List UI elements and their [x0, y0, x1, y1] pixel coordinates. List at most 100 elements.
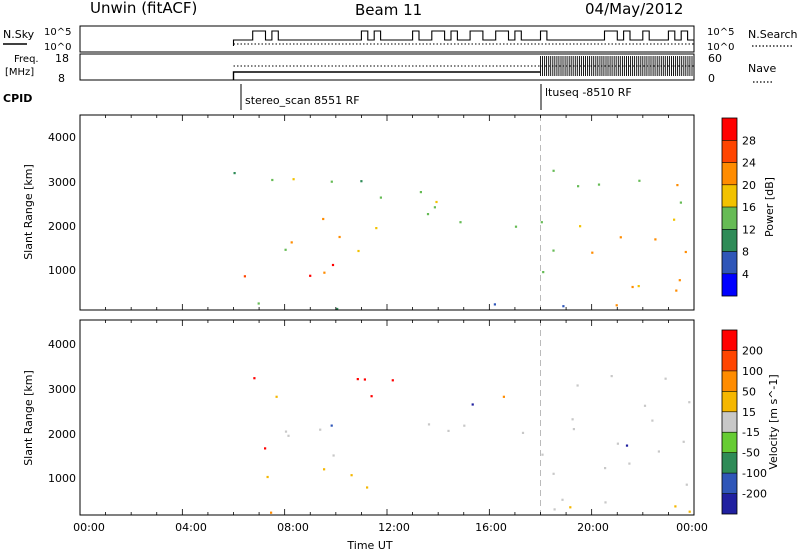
power-colorbar: Power [dB] 4 8 12 16 20 24 28: [721, 117, 776, 297]
velocity-colorbar: Velocity [m s^-1] 200 100 50 15 -15 -50 -100 -2…: [721, 329, 780, 515]
colorbar-tick-label: 12: [742, 223, 756, 236]
power-ylabel: Slant Range [km]: [22, 164, 35, 260]
nsky-label: N.Sky: [3, 28, 35, 41]
power-ytick-1000: 1000: [48, 264, 76, 277]
freq-tick-high: 18: [55, 52, 69, 65]
scatter-cell: [542, 271, 545, 274]
scatter-cell: [426, 213, 430, 216]
scatter-cell: [651, 419, 654, 422]
scatter-cell: [323, 468, 326, 471]
colorbar-tick-label: 50: [742, 385, 756, 398]
scatter-cell: [684, 250, 687, 254]
scatter-cell: [631, 285, 634, 289]
scatter-cell: [561, 498, 564, 501]
colorbar-tick-label: 15: [742, 406, 756, 419]
scatter-cell: [266, 475, 269, 479]
colorbar-cell: [722, 251, 737, 274]
nsky-trace: [232, 30, 694, 46]
freq-trace: [232, 56, 695, 80]
scatter-cell: [292, 178, 295, 181]
power-ytick-2000: 2000: [48, 220, 76, 233]
scatter-cell: [625, 444, 629, 447]
scatter-cell: [502, 395, 505, 398]
scatter-cell: [271, 178, 274, 182]
power-ytick-4000: 4000: [48, 131, 76, 144]
colorbar-tick-label: 24: [742, 157, 756, 170]
scatter-cell: [357, 249, 360, 253]
colorbar-cell: [722, 118, 737, 141]
scatter-cell: [319, 428, 322, 431]
scatter-cell: [350, 474, 353, 477]
colorbar-cell: [722, 229, 737, 252]
scatter-cell: [678, 279, 681, 282]
scatter-cell: [604, 467, 607, 470]
time-tick-4: 04:00: [175, 521, 207, 534]
scatter-cell: [637, 285, 640, 288]
scatter-cell: [638, 179, 641, 182]
freq-label: Freq.: [14, 54, 39, 65]
scatter-cell: [309, 274, 312, 277]
scatter-cell: [615, 304, 618, 307]
scatter-cell: [264, 447, 267, 450]
scatter-cell: [463, 424, 466, 427]
scatter-cell: [419, 191, 422, 194]
time-tick-16: 16:00: [475, 521, 507, 534]
scatter-cell: [610, 375, 613, 378]
scatter-cell: [654, 238, 657, 241]
scatter-cell: [685, 483, 688, 486]
scatter-cell: [427, 423, 431, 426]
scatter-cell: [541, 453, 544, 456]
summary-panels: N.Sky 10^5 10^0 10^5 10^0 N.Search Freq.…: [3, 25, 798, 110]
colorbar-tick-label: 4: [742, 268, 749, 281]
time-tick-12: 12:00: [378, 521, 410, 534]
freq-tick-low: 8: [58, 72, 65, 85]
scatter-cell: [579, 225, 582, 228]
nsearch-label: N.Search: [748, 28, 798, 41]
scatter-cell: [576, 384, 579, 387]
velocity-ytick-4000: 4000: [48, 338, 76, 351]
colorbar-cell: [722, 432, 737, 453]
colorbar-cell: [722, 184, 737, 208]
nsky-line: [232, 30, 694, 46]
power-ytick-3000: 3000: [48, 176, 76, 189]
velocity-panel: Slant Range [km] 1000 2000 3000 4000: [22, 319, 695, 516]
scatter-cell: [676, 184, 679, 187]
scatter-cell: [673, 218, 676, 221]
nsky-tick-high-left: 10^5: [44, 27, 71, 38]
velocity-colorbar-frame: [721, 329, 738, 515]
velocity-ytick-1000: 1000: [48, 472, 76, 485]
scatter-cell: [284, 430, 288, 433]
time-axis-label: Time UT: [346, 539, 392, 552]
time-axis: 00:00 04:00 08:00 12:00 16:00 20:00 00:0…: [73, 521, 708, 552]
power-panel-bg: [80, 115, 694, 310]
velocity-ytick-3000: 3000: [48, 383, 76, 396]
time-tick-0: 00:00: [73, 521, 105, 534]
scatter-cell: [435, 200, 438, 204]
nave-tick-low: 0: [708, 72, 715, 85]
scatter-cell: [370, 395, 373, 398]
scatter-cell: [540, 221, 543, 224]
colorbar-cell: [722, 330, 737, 351]
nsky-tick-high-right: 10^5: [707, 27, 734, 38]
scatter-cell: [675, 289, 678, 292]
velocity-colorbar-label: Velocity [m s^-1]: [767, 374, 780, 469]
power-panel: Slant Range [km] 1000 2000 3000 4000: [22, 114, 695, 311]
scatter-cell: [688, 401, 691, 404]
colorbar-tick-label: 8: [742, 246, 749, 259]
date-title: 04/May/2012: [585, 0, 683, 18]
scatter-cell: [679, 201, 682, 204]
scatter-cell: [628, 462, 631, 465]
scatter-cell: [552, 472, 555, 475]
power-tick-marks: [79, 115, 695, 310]
scatter-cell: [616, 442, 619, 445]
colorbar-cell: [722, 162, 737, 185]
scatter-cell: [619, 236, 622, 239]
freq-sweep-lines: [540, 56, 695, 76]
scatter-cell: [257, 302, 260, 305]
scatter-cell: [360, 180, 363, 183]
scatter-cell: [553, 508, 556, 511]
scatter-cell: [674, 505, 677, 508]
scatter-cell: [366, 486, 369, 489]
colorbar-cell: [722, 493, 737, 514]
